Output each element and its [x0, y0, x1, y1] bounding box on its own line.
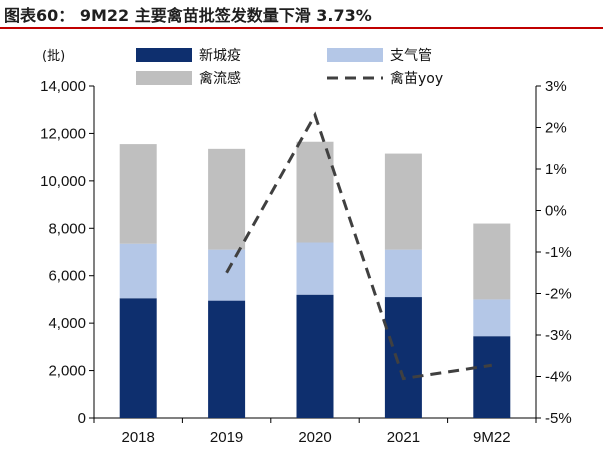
y-tick-label: 8,000 — [48, 220, 86, 237]
bar-segment — [208, 300, 246, 418]
x-tick-label: 9M22 — [473, 429, 511, 446]
y2-tick-label: -2% — [545, 286, 572, 303]
legend-label: 支气管 — [390, 48, 432, 64]
bar-segment — [384, 153, 422, 250]
x-tick-label: 2021 — [387, 429, 420, 446]
chart-title: 图表60： 9M22 主要禽苗批签发数量下滑 3.73% — [4, 6, 372, 25]
bar-segment — [208, 148, 246, 250]
bar-segment — [296, 242, 334, 295]
legend-swatch — [136, 71, 192, 85]
y2-tick-label: -5% — [545, 410, 572, 427]
bar-segment — [119, 144, 157, 244]
y2-tick-label: 3% — [545, 78, 567, 95]
legend-label: 新城疫 — [199, 48, 241, 64]
y-tick-label: 14,000 — [40, 78, 86, 95]
bar-segment — [473, 299, 511, 337]
y2-tick-label: 1% — [545, 161, 567, 178]
yoy-line — [225, 111, 493, 381]
bar-segment — [384, 297, 422, 418]
y-tick-label: 4,000 — [48, 315, 86, 332]
y2-tick-label: 0% — [545, 203, 567, 220]
x-tick-label: 2020 — [298, 429, 331, 446]
bar-segment — [119, 298, 157, 418]
bar-segment — [473, 336, 511, 418]
y2-tick-label: -1% — [545, 244, 572, 261]
y-tick-label: 10,000 — [40, 173, 86, 190]
bars — [119, 141, 511, 418]
y2-tick-label: -4% — [545, 369, 572, 386]
legend-swatch — [327, 48, 383, 62]
title-rule — [0, 27, 603, 29]
y-tick-label: 0 — [78, 410, 86, 427]
y-tick-label: 2,000 — [48, 363, 86, 380]
y-tick-label: 12,000 — [40, 125, 86, 142]
legend-label: 禽苗yoy — [390, 70, 443, 87]
y-tick-label: 6,000 — [48, 268, 86, 285]
x-tick-label: 2018 — [122, 429, 155, 446]
x-tick-label: 2019 — [210, 429, 243, 446]
bar-segment — [119, 243, 157, 299]
bar-segment — [384, 249, 422, 298]
y2-tick-label: -3% — [545, 327, 572, 344]
bar-segment — [208, 249, 246, 301]
y-axis-unit: (批) — [42, 49, 65, 64]
bar-segment — [473, 223, 511, 300]
axis-labels: 0 2,000 4,000 6,000 8,000 10,000 12,000 14,000 (… — [40, 49, 572, 446]
y2-tick-label: 2% — [545, 120, 567, 137]
yoy-dashed-line — [225, 111, 493, 381]
legend-swatch — [136, 48, 192, 62]
bar-segment — [296, 294, 334, 418]
bar-segment — [296, 141, 334, 243]
legend-label: 禽流感 — [199, 70, 241, 87]
